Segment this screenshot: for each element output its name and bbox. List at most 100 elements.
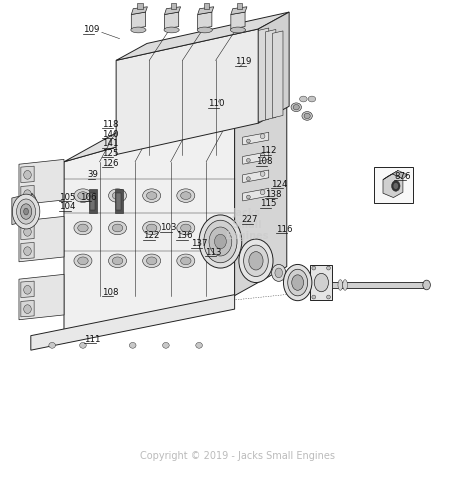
Polygon shape [131,12,146,29]
Ellipse shape [260,190,265,195]
Ellipse shape [24,247,31,256]
Ellipse shape [146,224,157,232]
Text: 109: 109 [83,26,100,34]
Ellipse shape [292,275,304,290]
Bar [171,3,176,9]
Polygon shape [273,31,283,118]
Ellipse shape [283,265,312,300]
Ellipse shape [74,189,92,202]
Ellipse shape [312,295,316,299]
Text: 124: 124 [271,180,288,189]
Bar [204,3,209,9]
Bar [115,189,123,213]
Ellipse shape [112,192,123,199]
Polygon shape [243,170,269,183]
Ellipse shape [246,139,250,143]
Ellipse shape [129,342,136,348]
Text: 119: 119 [235,57,251,66]
Text: 112: 112 [260,146,276,155]
Bar [89,189,97,213]
Ellipse shape [308,96,316,102]
Text: 136: 136 [176,231,193,240]
Ellipse shape [164,27,179,33]
Ellipse shape [78,224,88,232]
Ellipse shape [109,189,127,202]
Text: 876: 876 [394,172,411,181]
Ellipse shape [272,265,286,281]
Ellipse shape [392,181,400,191]
Polygon shape [243,188,269,201]
Polygon shape [265,29,276,120]
Ellipse shape [177,189,195,202]
Polygon shape [19,274,64,320]
Polygon shape [31,295,235,350]
Ellipse shape [260,171,265,176]
Ellipse shape [246,158,250,162]
Ellipse shape [17,199,36,224]
Ellipse shape [78,192,88,199]
Polygon shape [21,185,34,202]
Ellipse shape [49,342,55,348]
Text: 141: 141 [102,140,118,148]
Ellipse shape [393,183,398,189]
Text: 105: 105 [59,193,76,201]
Text: 110: 110 [208,99,224,108]
Polygon shape [131,7,147,14]
Ellipse shape [20,204,32,219]
Ellipse shape [293,105,300,110]
Polygon shape [21,223,34,240]
Ellipse shape [230,27,246,33]
Text: Jacks
Small
Engines: Jacks Small Engines [225,208,268,241]
Text: 118: 118 [102,120,118,129]
Ellipse shape [244,245,268,276]
Ellipse shape [146,192,157,199]
Ellipse shape [80,342,86,348]
Text: 108: 108 [102,288,118,297]
Ellipse shape [143,254,161,268]
Polygon shape [243,132,269,145]
Polygon shape [164,7,181,14]
FancyBboxPatch shape [374,167,413,203]
Polygon shape [116,12,289,60]
Text: 138: 138 [265,190,282,199]
Text: 104: 104 [59,202,76,211]
Ellipse shape [246,177,250,181]
Text: 106: 106 [80,193,96,201]
Ellipse shape [143,221,161,235]
Text: 227: 227 [242,215,258,224]
Ellipse shape [24,285,31,294]
Text: 137: 137 [191,240,207,248]
Text: 111: 111 [84,335,101,343]
Ellipse shape [304,114,310,119]
Polygon shape [198,12,212,29]
Ellipse shape [199,215,242,268]
Ellipse shape [312,266,316,270]
Polygon shape [383,174,403,198]
Ellipse shape [112,257,123,265]
Polygon shape [21,300,34,317]
Text: 140: 140 [102,130,118,139]
Ellipse shape [327,295,330,299]
Ellipse shape [209,227,232,256]
Polygon shape [21,242,34,259]
Ellipse shape [204,220,237,263]
Ellipse shape [12,194,40,229]
Ellipse shape [24,305,31,313]
Ellipse shape [24,208,28,215]
Ellipse shape [300,96,307,102]
Text: 125: 125 [102,149,118,158]
Ellipse shape [181,224,191,232]
Text: 39: 39 [88,170,99,179]
Text: Copyright © 2019 - Jacks Small Engines: Copyright © 2019 - Jacks Small Engines [139,452,335,461]
Ellipse shape [24,190,31,199]
Ellipse shape [338,280,343,290]
Ellipse shape [239,239,273,283]
Ellipse shape [260,134,265,139]
Bar [137,3,143,9]
Bar [237,3,242,9]
Ellipse shape [146,257,157,265]
Ellipse shape [163,342,169,348]
Polygon shape [21,166,34,183]
Polygon shape [231,12,245,29]
Ellipse shape [112,224,123,232]
